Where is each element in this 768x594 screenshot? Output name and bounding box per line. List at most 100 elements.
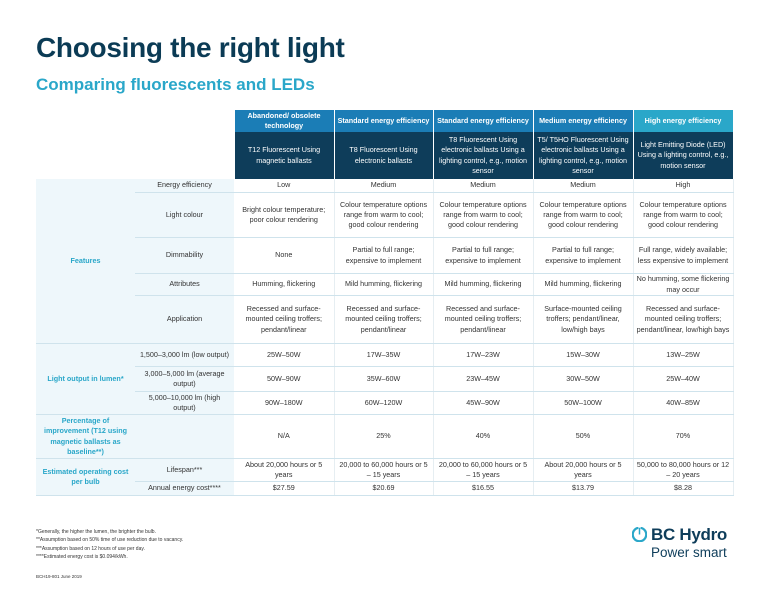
table-cell: Low — [234, 179, 335, 193]
footnote: ***Assumption based on 12 hours of use p… — [36, 545, 145, 552]
table-cell: 50,000 to 80,000 hours or 12 – 20 years — [633, 458, 734, 482]
table-cell: 60W–120W — [334, 391, 434, 415]
table-cell: Recessed and surface-mounted ceiling tro… — [334, 295, 434, 344]
table-cell: Partial to full range; expensive to impl… — [433, 237, 534, 274]
row-label: Annual energy cost**** — [135, 481, 234, 496]
category-percentage: Percentage of improvement (T12 using mag… — [36, 414, 135, 459]
table-cell: Colour temperature options range from wa… — [533, 192, 634, 238]
table-cell: Medium — [433, 179, 534, 193]
page-title: Choosing the right light — [36, 32, 345, 63]
table-cell: $20.69 — [334, 481, 434, 496]
table-cell: Recessed and surface-mounted ceiling tro… — [234, 295, 335, 344]
bc-hydro-logo-icon — [632, 527, 647, 542]
column-type: T8 Fluorescent Using electronic ballasts… — [433, 132, 534, 179]
table-cell: Colour temperature options range from wa… — [633, 192, 734, 238]
footnote: ****Estimated energy cost is $0.094/kWh. — [36, 553, 128, 560]
table-cell: Full range, widely available; less expen… — [633, 237, 734, 274]
category-features: Features — [36, 179, 135, 344]
footnotes: *Generally, the higher the lumen, the br… — [36, 528, 183, 561]
table-cell: 23W–45W — [433, 366, 534, 392]
column-head: Standard energy efficiency — [334, 110, 434, 132]
row-label: Application — [135, 295, 234, 344]
table-cell: 40% — [433, 414, 534, 459]
table-cell: No humming, some flickering may occur — [633, 273, 734, 296]
table-cell: None — [234, 237, 335, 274]
table-cell: 35W–60W — [334, 366, 434, 392]
table-cell: Humming, flickering — [234, 273, 335, 296]
table-cell: $16.55 — [433, 481, 534, 496]
table-row: Light output in lumen* 1,500–3,000 lm (l… — [36, 343, 734, 415]
row-label: Lifespan*** — [135, 458, 234, 482]
table-cell: 20,000 to 60,000 hours or 5 – 15 years — [433, 458, 534, 482]
header-row-efficiency: Abandoned/ obsolete technology Standard … — [36, 110, 734, 132]
table-cell: 70% — [633, 414, 734, 459]
row-label: Dimmability — [135, 237, 234, 274]
table-cell: $13.79 — [533, 481, 634, 496]
table-row: Estimated operating cost per bulb Lifesp… — [36, 458, 734, 496]
table-cell: 17W–23W — [433, 343, 534, 367]
bc-hydro-logo: BC Hydro Power smart — [632, 525, 736, 561]
column-head: Medium energy efficiency — [533, 110, 634, 132]
column-type: T8 Fluorescent Using electronic ballasts — [334, 132, 434, 179]
table-cell: Mild humming, flickering — [334, 273, 434, 296]
footnote: *Generally, the higher the lumen, the br… — [36, 529, 156, 535]
table-cell: Colour temperature options range from wa… — [433, 192, 534, 238]
table-cell: Medium — [334, 179, 434, 193]
logo-tagline: Power smart — [651, 545, 727, 560]
category-light-output: Light output in lumen* — [36, 343, 135, 415]
row-label: Energy efficiency — [135, 179, 234, 193]
table-cell: High — [633, 179, 734, 193]
column-head: Standard energy efficiency — [433, 110, 534, 132]
table-row: Light colour Bright colour temperature; … — [36, 192, 734, 238]
category-operating-cost: Estimated operating cost per bulb — [36, 458, 135, 496]
row-label: 1,500–3,000 lm (low output) — [135, 343, 234, 367]
table-row: Percentage of improvement (T12 using mag… — [36, 414, 734, 459]
table-cell: Surface-mounted ceiling troffers; pendan… — [533, 295, 634, 344]
table-row: Features Energy efficiency Low Medium Me… — [36, 179, 734, 344]
row-label: Attributes — [135, 273, 234, 296]
table-cell: Mild humming, flickering — [433, 273, 534, 296]
table-cell: About 20,000 hours or 5 years — [533, 458, 634, 482]
table-row: Attributes Humming, flickering Mild humm… — [36, 273, 734, 296]
column-head: Abandoned/ obsolete technology — [234, 110, 335, 132]
table-cell: About 20,000 hours or 5 years — [234, 458, 335, 482]
row-label: Light colour — [135, 192, 234, 238]
table-cell: 20,000 to 60,000 hours or 5 – 15 years — [334, 458, 434, 482]
table-cell: 15W–30W — [533, 343, 634, 367]
column-head: High energy efficiency — [633, 110, 734, 132]
table-cell: 30W–50W — [533, 366, 634, 392]
table-cell: Partial to full range; expensive to impl… — [334, 237, 434, 274]
table-row: Application Recessed and surface-mounted… — [36, 295, 734, 344]
row-label: 5,000–10,000 lm (high output) — [135, 391, 234, 415]
table-cell: 25W–40W — [633, 366, 734, 392]
table-cell: $8.28 — [633, 481, 734, 496]
table-cell: Medium — [533, 179, 634, 193]
table-cell: 50W–90W — [234, 366, 335, 392]
table-cell: 50% — [533, 414, 634, 459]
table-cell: 17W–35W — [334, 343, 434, 367]
table-cell: Bright colour temperature; poor colour r… — [234, 192, 335, 238]
document-code: BCH19-801 June 2019 — [36, 574, 82, 579]
table-cell: 45W–90W — [433, 391, 534, 415]
table-cell: Recessed and surface-mounted ceiling tro… — [633, 295, 734, 344]
table-cell: Partial to full range; expensive to impl… — [533, 237, 634, 274]
comparison-table: Abandoned/ obsolete technology Standard … — [36, 110, 734, 496]
column-type: T5/ T5HO Fluorescent Using electronic ba… — [533, 132, 634, 179]
row-label: 3,000–5,000 lm (average output) — [135, 366, 234, 392]
page-subtitle: Comparing fluorescents and LEDs — [36, 75, 315, 94]
table-cell: 90W–180W — [234, 391, 335, 415]
table-cell: 13W–25W — [633, 343, 734, 367]
table-row: Annual energy cost**** $27.59 $20.69 $16… — [36, 481, 734, 496]
table-cell: Mild humming, flickering — [533, 273, 634, 296]
table-row: 5,000–10,000 lm (high output) 90W–180W 6… — [36, 391, 734, 415]
logo-name: BC Hydro — [651, 525, 727, 544]
table-cell: $27.59 — [234, 481, 335, 496]
table-cell: 50W–100W — [533, 391, 634, 415]
table-cell: Recessed and surface-mounted ceiling tro… — [433, 295, 534, 344]
table-cell: 25W–50W — [234, 343, 335, 367]
table-cell: N/A — [234, 414, 335, 459]
table-cell: 40W–85W — [633, 391, 734, 415]
header-row-technology: T12 Fluorescent Using magnetic ballasts … — [36, 132, 734, 179]
column-type: T12 Fluorescent Using magnetic ballasts — [234, 132, 335, 179]
footnote: **Assumption based on 50% time of use re… — [36, 537, 184, 544]
